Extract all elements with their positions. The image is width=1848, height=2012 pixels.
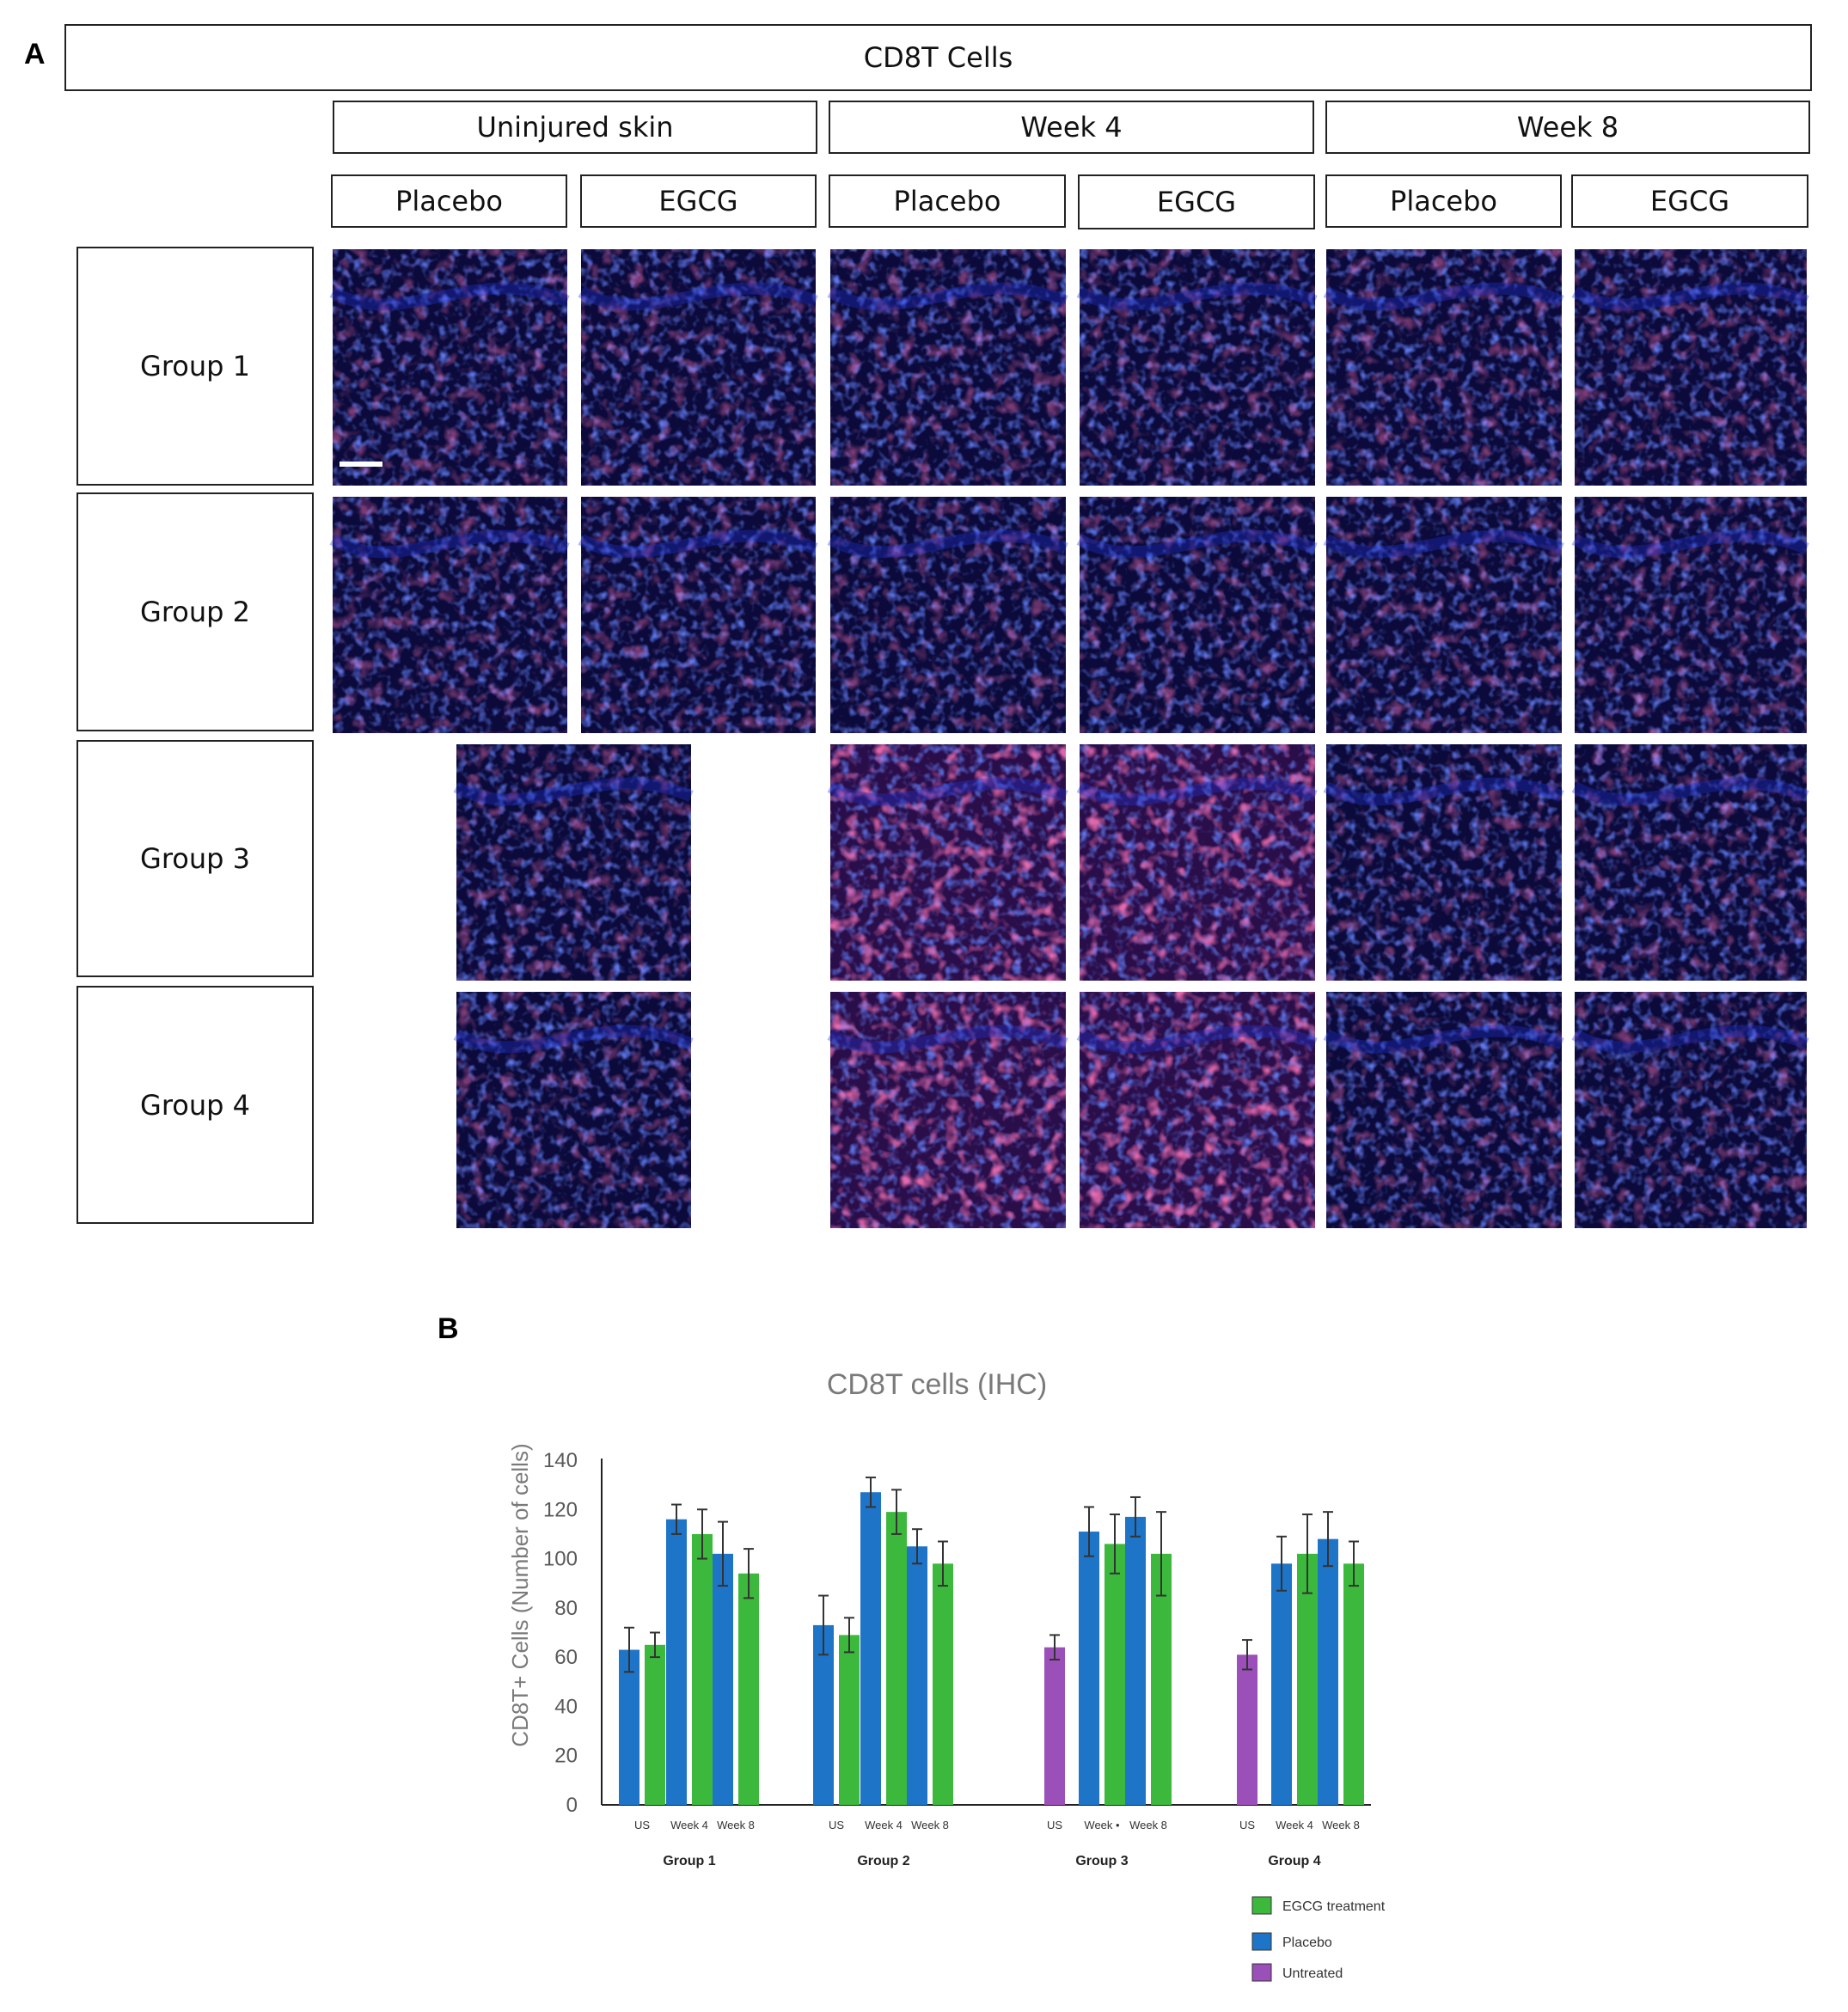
micrograph-image	[453, 992, 694, 1228]
x-tick-label: Week •	[1084, 1819, 1120, 1832]
bar-placebo	[860, 1492, 881, 1805]
group-label: Group 3	[1075, 1854, 1128, 1868]
legend-swatch	[1251, 1963, 1272, 1982]
period-uninjured-skin: Uninjured skin	[333, 101, 817, 154]
y-tick-label: 80	[554, 1597, 578, 1620]
micrograph-image	[578, 497, 818, 733]
chart-title: CD8T cells (IHC)	[827, 1368, 1047, 1401]
row-label-group-2: Group 2	[76, 492, 314, 731]
micrograph-image	[1076, 497, 1318, 733]
x-tick-label: US	[634, 1819, 650, 1832]
x-tick-label: US	[1047, 1819, 1062, 1832]
legend-swatch	[1251, 1896, 1272, 1915]
x-tick-label: US	[1239, 1819, 1255, 1832]
bar-placebo	[1271, 1563, 1292, 1805]
panel-a-letter: A	[24, 38, 46, 70]
legend-swatch	[1251, 1932, 1272, 1951]
y-tick-label: 120	[543, 1498, 578, 1521]
y-tick-label: 20	[554, 1745, 578, 1768]
bar-placebo	[1125, 1516, 1146, 1805]
row-label-group-3: Group 3	[76, 740, 314, 977]
x-tick-label: Week 8	[911, 1819, 949, 1832]
x-tick-label: US	[829, 1819, 844, 1832]
legend-label: Untreated	[1282, 1966, 1343, 1981]
micrograph-image	[1571, 249, 1809, 486]
bar-placebo	[907, 1546, 927, 1805]
x-tick-label: Week 4	[670, 1819, 708, 1832]
group-label: Group 1	[663, 1854, 715, 1868]
x-tick-label: Week 4	[865, 1819, 903, 1832]
bar-egcg-treatment	[692, 1533, 713, 1805]
bar-chart: CD8T cells (IHC) CD8T+ Cells (Number of …	[507, 1368, 1386, 1982]
micrograph-image	[1076, 992, 1318, 1228]
y-tick-label: 60	[554, 1646, 578, 1669]
x-tick-label: Week 8	[1322, 1819, 1360, 1832]
treatment-week8-placebo: Placebo	[1325, 174, 1562, 228]
micrograph-image	[827, 497, 1068, 733]
legend-label: EGCG treatment	[1282, 1899, 1386, 1914]
period-week-4: Week 4	[829, 101, 1314, 154]
group-label: Group 4	[1268, 1854, 1320, 1868]
y-tick-label: 40	[554, 1695, 578, 1718]
bar-untreated	[1237, 1654, 1257, 1805]
x-tick-label: Week 8	[717, 1819, 755, 1832]
micrograph-image	[1076, 249, 1318, 486]
y-tick-label: 140	[543, 1449, 578, 1472]
scale-bar	[340, 462, 382, 467]
legend-label: Placebo	[1282, 1936, 1332, 1950]
micrograph-grid	[329, 249, 1809, 1228]
bar-placebo	[666, 1519, 687, 1805]
micrograph-image	[1323, 497, 1564, 733]
micrograph-image	[1323, 249, 1564, 486]
bar-placebo	[1318, 1538, 1338, 1805]
micrograph-image	[827, 744, 1068, 981]
micrograph-image	[1571, 497, 1809, 733]
bar-egcg-treatment	[933, 1563, 953, 1805]
treatment-week4-placebo: Placebo	[829, 174, 1066, 228]
micrograph-image	[1323, 992, 1564, 1228]
micrograph-image	[329, 497, 570, 733]
micrograph-image	[1323, 744, 1564, 981]
bar-egcg-treatment	[1297, 1553, 1318, 1805]
bar-egcg-treatment	[1343, 1563, 1364, 1805]
micrograph-image	[329, 249, 570, 486]
bar-untreated	[1044, 1647, 1065, 1805]
bar-egcg-treatment	[839, 1635, 860, 1805]
micrograph-image	[1076, 744, 1318, 981]
row-label-group-1: Group 1	[76, 247, 314, 486]
treatment-week4-egcg: EGCG	[1078, 174, 1315, 229]
panel-a-title: CD8T Cells	[64, 24, 1812, 91]
micrograph-image	[827, 992, 1068, 1228]
y-axis-label: CD8T+ Cells (Number of cells)	[507, 1443, 533, 1746]
bar-egcg-treatment	[738, 1573, 759, 1805]
bar-egcg-treatment	[645, 1644, 665, 1805]
treatment-uninjured-egcg: EGCG	[580, 174, 817, 228]
bar-egcg-treatment	[1105, 1544, 1125, 1805]
period-week-8: Week 8	[1325, 101, 1810, 154]
bar-placebo	[713, 1553, 733, 1805]
y-tick-label: 0	[566, 1794, 578, 1817]
micrograph-image	[1571, 992, 1809, 1228]
x-tick-label: Week 4	[1276, 1819, 1313, 1832]
y-tick-label: 100	[543, 1548, 578, 1571]
micrograph-image	[827, 249, 1068, 486]
bar-placebo	[619, 1649, 639, 1805]
group-label: Group 2	[857, 1854, 909, 1868]
bar-egcg-treatment	[886, 1512, 907, 1805]
treatment-uninjured-placebo: Placebo	[331, 174, 567, 228]
treatment-week8-egcg: EGCG	[1571, 174, 1808, 228]
micrograph-image	[1571, 744, 1809, 981]
micrograph-image	[578, 249, 818, 486]
bar-placebo	[1079, 1532, 1099, 1805]
micrograph-image	[453, 744, 694, 981]
x-tick-label: Week 8	[1129, 1819, 1167, 1832]
row-label-group-4: Group 4	[76, 986, 314, 1224]
panel-b-letter: B	[438, 1312, 459, 1345]
